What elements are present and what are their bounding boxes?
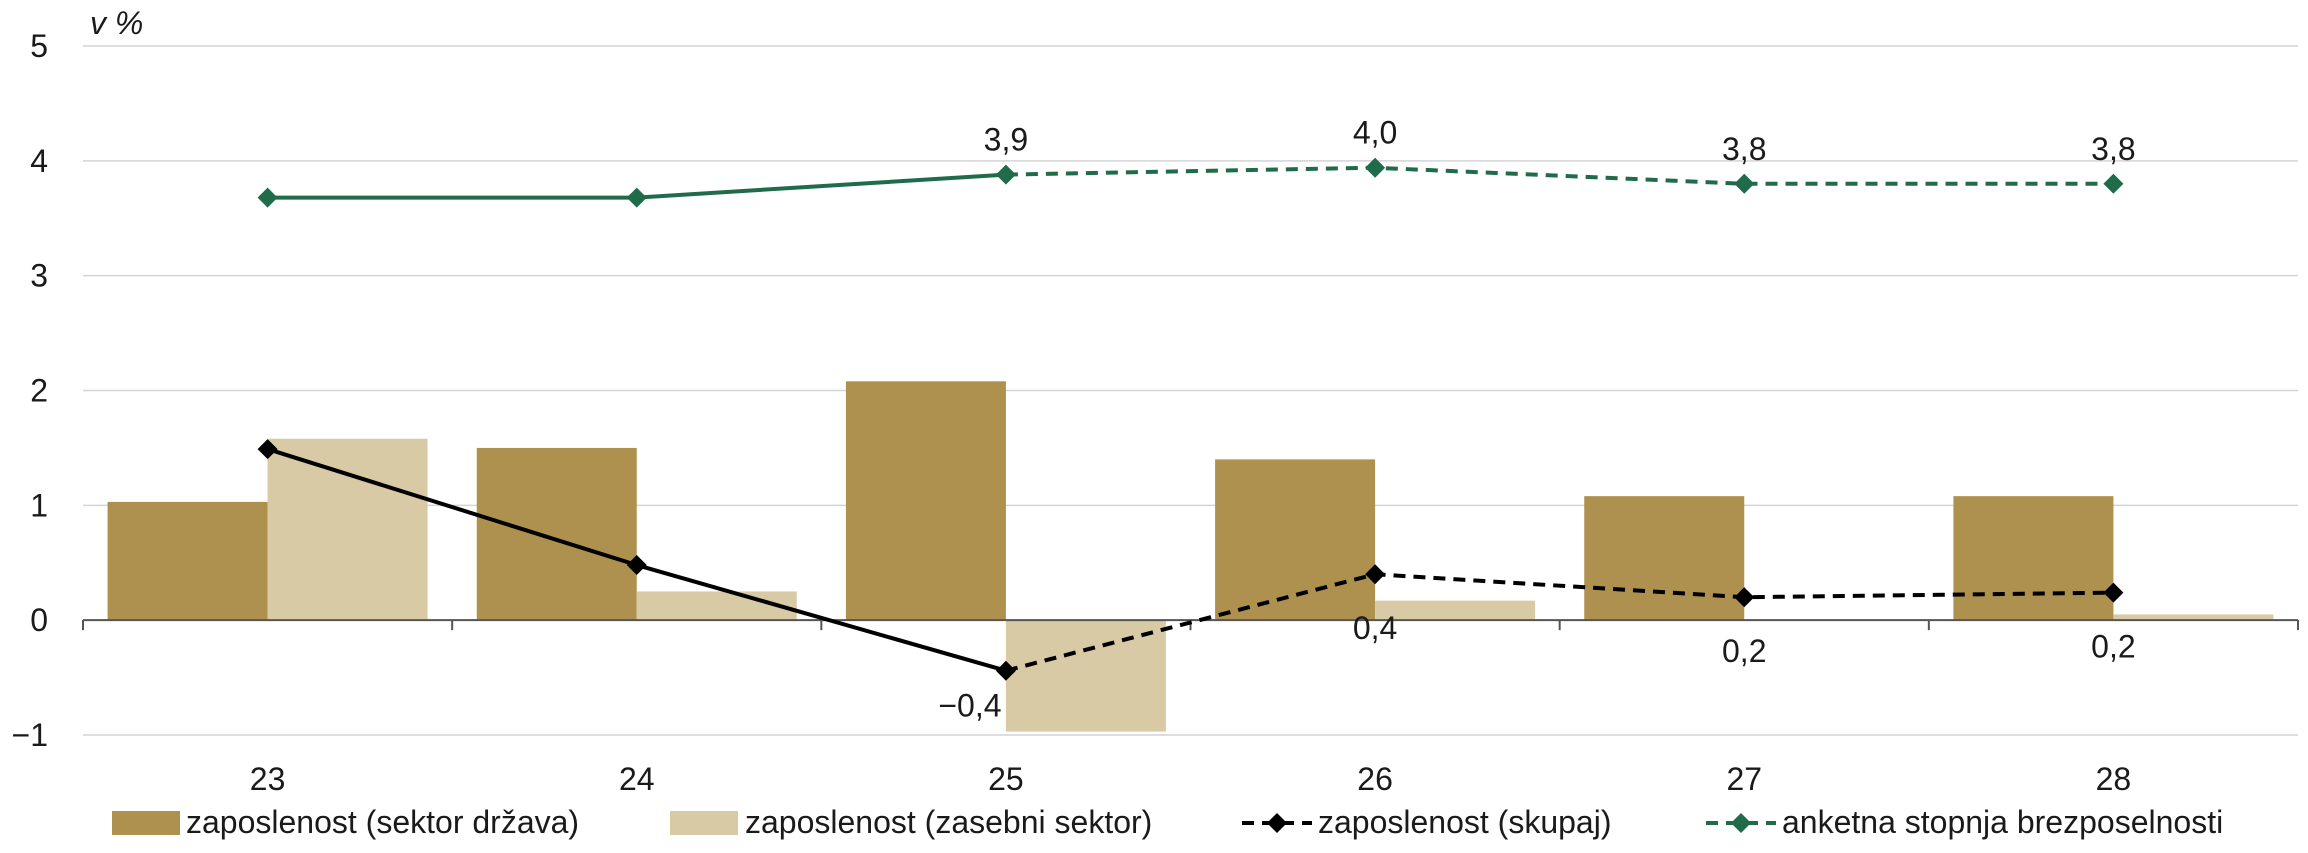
- line-marker: [257, 187, 278, 208]
- legend-swatch: [670, 811, 738, 835]
- gridlines: [83, 45, 2298, 736]
- line-marker: [995, 660, 1016, 681]
- y-tick-label: 5: [30, 28, 48, 64]
- bar: [1953, 496, 2114, 621]
- data-labels: −0,4 0,4 0,2 0,2 3,9 4,0 3,8 3,8: [938, 115, 2135, 724]
- x-tick-label: 27: [1726, 761, 1762, 797]
- bar: [2113, 614, 2274, 621]
- y-tick-label: 1: [30, 487, 48, 523]
- data-label: 0,2: [1722, 633, 1766, 669]
- line-marker: [1734, 587, 1755, 608]
- data-label: 0,4: [1353, 610, 1397, 646]
- bar: [1375, 600, 1536, 621]
- y-tick-label: 4: [30, 143, 48, 179]
- data-label: 4,0: [1353, 115, 1397, 151]
- y-axis-ticks: −1 0 1 2 3 4 5: [12, 28, 48, 753]
- y-tick-label: 2: [30, 373, 48, 409]
- x-tick-label: 24: [619, 761, 655, 797]
- line-marker: [1734, 173, 1755, 194]
- data-label: 3,8: [1722, 131, 1766, 167]
- line-marker: [2103, 582, 2124, 603]
- legend-marker: [1267, 813, 1287, 833]
- x-tick-label: 23: [250, 761, 286, 797]
- bars: [107, 381, 2274, 732]
- x-tick-label: 25: [988, 761, 1024, 797]
- line-marker: [626, 187, 647, 208]
- bar: [845, 381, 1006, 621]
- y-tick-label: 3: [30, 258, 48, 294]
- legend-label: zaposlenost (zasebni sektor): [745, 804, 1152, 840]
- y-tick-label: 0: [30, 602, 48, 638]
- data-label: 3,9: [984, 122, 1028, 158]
- line-marker: [1365, 157, 1386, 178]
- data-label: −0,4: [938, 688, 1001, 724]
- x-axis: [82, 619, 2299, 631]
- legend-swatch: [112, 811, 180, 835]
- bar: [267, 438, 428, 621]
- line-marker: [2103, 173, 2124, 194]
- legend-label: anketna stopnja brezposelnosti: [1782, 804, 2223, 840]
- bar: [107, 501, 268, 621]
- line-marker: [995, 164, 1016, 185]
- data-label: 0,2: [2091, 629, 2135, 665]
- bar: [636, 591, 797, 621]
- series-line: [1005, 572, 2114, 673]
- series-line: [1005, 165, 2114, 186]
- bar: [1215, 459, 1376, 621]
- bar: [1005, 620, 1166, 732]
- line-marker: [626, 555, 647, 576]
- y-axis-unit-label: v %: [90, 5, 143, 41]
- data-label: 3,8: [2091, 131, 2135, 167]
- legend-marker: [1731, 813, 1751, 833]
- series-lines: [257, 157, 2124, 681]
- line-marker: [1365, 564, 1386, 585]
- y-tick-label: −1: [12, 717, 48, 753]
- line-marker: [257, 439, 278, 460]
- x-axis-ticks: 23 24 25 26 27 28: [250, 761, 2131, 797]
- x-tick-label: 26: [1357, 761, 1393, 797]
- bar: [476, 447, 637, 621]
- legend-label: zaposlenost (skupaj): [1318, 804, 1611, 840]
- legend-label: zaposlenost (sektor država): [186, 804, 579, 840]
- legend: zaposlenost (sektor država) zaposlenost (…: [112, 804, 2223, 840]
- x-tick-label: 28: [2096, 761, 2132, 797]
- bar: [1584, 496, 1745, 621]
